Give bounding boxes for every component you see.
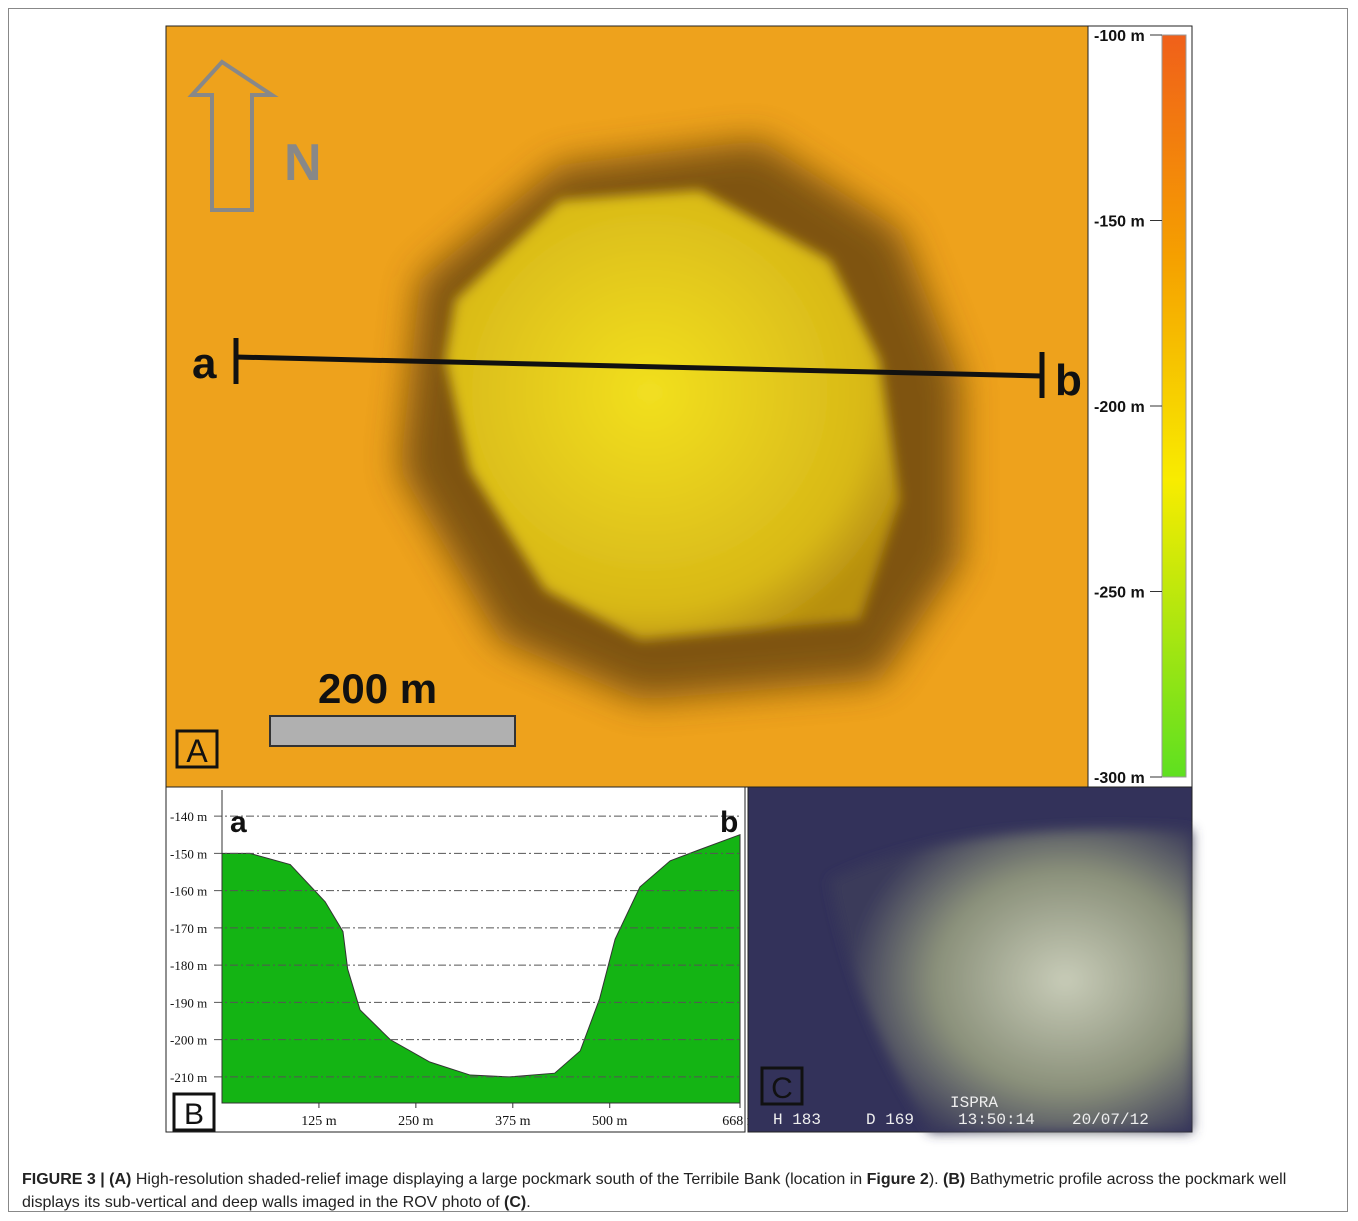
- colorbar-tick-label: -200 m: [1094, 399, 1145, 416]
- caption-part: (B): [943, 1171, 965, 1188]
- caption-part: .: [526, 1194, 530, 1211]
- caption-part: ).: [929, 1171, 943, 1188]
- x-tick-label: 500 m: [592, 1114, 628, 1129]
- rov-overlay: D 169: [866, 1111, 914, 1129]
- caption: FIGURE 3 | (A) High-resolution shaded-re…: [22, 1168, 1332, 1214]
- rov-overlay: 13:50:14: [958, 1111, 1035, 1129]
- page: {"panel_a": {"label": "A", "north": "N",…: [0, 0, 1358, 1221]
- rov-overlay: ISPRA: [950, 1094, 998, 1112]
- caption-part: (A): [109, 1171, 131, 1188]
- rov-overlay: 20/07/12: [1072, 1111, 1149, 1129]
- point-label: b: [720, 806, 738, 839]
- caption-label: FIGURE 3 |: [22, 1171, 105, 1188]
- y-tick-label: -150 m: [170, 846, 207, 861]
- y-tick-label: -190 m: [170, 995, 207, 1010]
- rov-overlay: H 183: [773, 1111, 821, 1129]
- x-tick-label: 250 m: [398, 1114, 434, 1129]
- point-label: b: [1055, 356, 1082, 405]
- y-tick-label: -210 m: [170, 1070, 207, 1085]
- colorbar-tick-label: -300 m: [1094, 770, 1145, 787]
- point-label: a: [192, 339, 217, 388]
- caption-part: Figure 2: [867, 1171, 929, 1188]
- panel-label: B: [184, 1098, 204, 1131]
- north-label: N: [284, 134, 322, 192]
- caption-part: (C): [504, 1194, 526, 1211]
- scale-label: 200 m: [318, 665, 437, 712]
- y-tick-label: -200 m: [170, 1033, 207, 1048]
- panel-label: C: [771, 1072, 793, 1105]
- colorbar-tick-label: -150 m: [1094, 214, 1145, 231]
- y-tick-label: -160 m: [170, 884, 207, 899]
- x-tick-label: 375 m: [495, 1114, 531, 1129]
- scale-bar: [270, 716, 515, 746]
- colorbar-tick-label: -250 m: [1094, 585, 1145, 602]
- y-tick-label: -140 m: [170, 809, 207, 824]
- y-tick-label: -180 m: [170, 958, 207, 973]
- x-tick-label: 125 m: [301, 1114, 337, 1129]
- colorbar-tick-label: -100 m: [1094, 28, 1145, 45]
- panel-label: A: [186, 733, 208, 769]
- y-tick-label: -170 m: [170, 921, 207, 936]
- point-label: a: [230, 806, 247, 839]
- caption-part: High-resolution shaded-relief image disp…: [131, 1171, 866, 1188]
- colorbar: [1162, 35, 1186, 777]
- figure: N a b 200 m A -100 m -150 m -200 m -250 m -3…: [0, 0, 1358, 1221]
